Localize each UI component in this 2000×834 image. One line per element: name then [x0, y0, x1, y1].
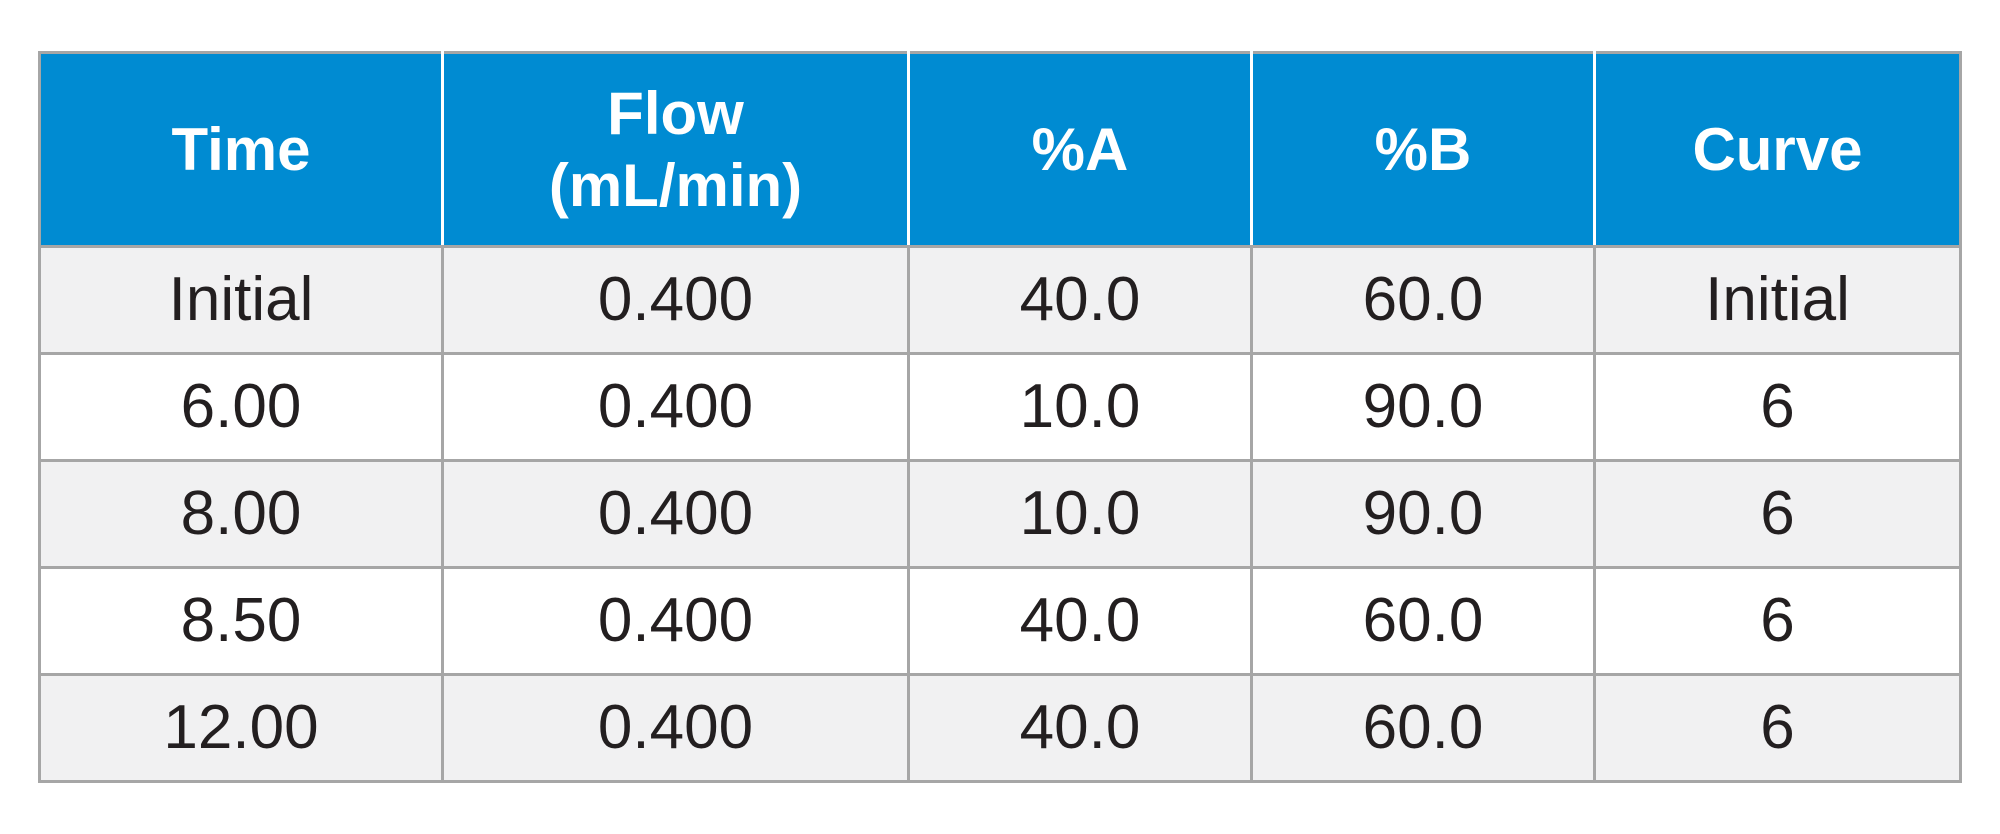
- gradient-table-container: Time Flow (mL/min) %A %B Curve Initial 0…: [38, 51, 1962, 783]
- cell-percent-a: 40.0: [907, 245, 1253, 355]
- table-body: Initial 0.400 40.0 60.0 Initial 6.00 0.4…: [38, 245, 1962, 783]
- cell-curve: Initial: [1593, 245, 1962, 355]
- table-header: Time Flow (mL/min) %A %B Curve: [38, 51, 1962, 248]
- header-row: Time Flow (mL/min) %A %B Curve: [38, 51, 1962, 248]
- cell-flow: 0.400: [441, 673, 910, 783]
- cell-curve: 6: [1593, 673, 1962, 783]
- cell-flow: 0.400: [441, 245, 910, 355]
- cell-time: 8.50: [38, 566, 444, 676]
- cell-percent-a: 10.0: [907, 459, 1253, 569]
- table-row: 8.50 0.400 40.0 60.0 6: [38, 566, 1962, 676]
- header-flow-line2: (mL/min): [548, 151, 803, 219]
- header-curve: Curve: [1593, 51, 1962, 248]
- cell-flow: 0.400: [441, 352, 910, 462]
- cell-percent-b: 90.0: [1250, 352, 1596, 462]
- cell-flow: 0.400: [441, 566, 910, 676]
- cell-percent-a: 40.0: [907, 673, 1253, 783]
- header-flow-line1: Flow: [607, 79, 744, 147]
- header-flow: Flow (mL/min): [441, 51, 910, 248]
- header-time: Time: [38, 51, 444, 248]
- cell-percent-b: 60.0: [1250, 245, 1596, 355]
- cell-time: 12.00: [38, 673, 444, 783]
- header-percent-b: %B: [1250, 51, 1596, 248]
- cell-curve: 6: [1593, 352, 1962, 462]
- cell-time: Initial: [38, 245, 444, 355]
- gradient-table: Time Flow (mL/min) %A %B Curve Initial 0…: [38, 51, 1962, 783]
- cell-time: 8.00: [38, 459, 444, 569]
- table-row: 8.00 0.400 10.0 90.0 6: [38, 459, 1962, 569]
- cell-flow: 0.400: [441, 459, 910, 569]
- table-row: Initial 0.400 40.0 60.0 Initial: [38, 245, 1962, 355]
- cell-percent-a: 10.0: [907, 352, 1253, 462]
- table-row: 12.00 0.400 40.0 60.0 6: [38, 673, 1962, 783]
- cell-curve: 6: [1593, 459, 1962, 569]
- cell-percent-a: 40.0: [907, 566, 1253, 676]
- cell-percent-b: 90.0: [1250, 459, 1596, 569]
- table-row: 6.00 0.400 10.0 90.0 6: [38, 352, 1962, 462]
- cell-curve: 6: [1593, 566, 1962, 676]
- header-percent-a: %A: [907, 51, 1253, 248]
- cell-percent-b: 60.0: [1250, 566, 1596, 676]
- cell-percent-b: 60.0: [1250, 673, 1596, 783]
- cell-time: 6.00: [38, 352, 444, 462]
